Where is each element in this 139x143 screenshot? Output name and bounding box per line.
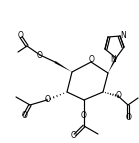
- Text: O: O: [45, 96, 51, 105]
- Text: O: O: [71, 131, 77, 140]
- Polygon shape: [54, 61, 72, 72]
- Text: O: O: [37, 50, 43, 59]
- Polygon shape: [108, 57, 117, 73]
- Text: O: O: [126, 114, 132, 123]
- Text: O: O: [22, 112, 28, 121]
- Text: O: O: [81, 111, 87, 120]
- Text: N: N: [110, 54, 116, 63]
- Text: N: N: [120, 30, 126, 39]
- Text: O: O: [116, 92, 122, 101]
- Text: O: O: [89, 55, 95, 64]
- Text: O: O: [18, 31, 24, 40]
